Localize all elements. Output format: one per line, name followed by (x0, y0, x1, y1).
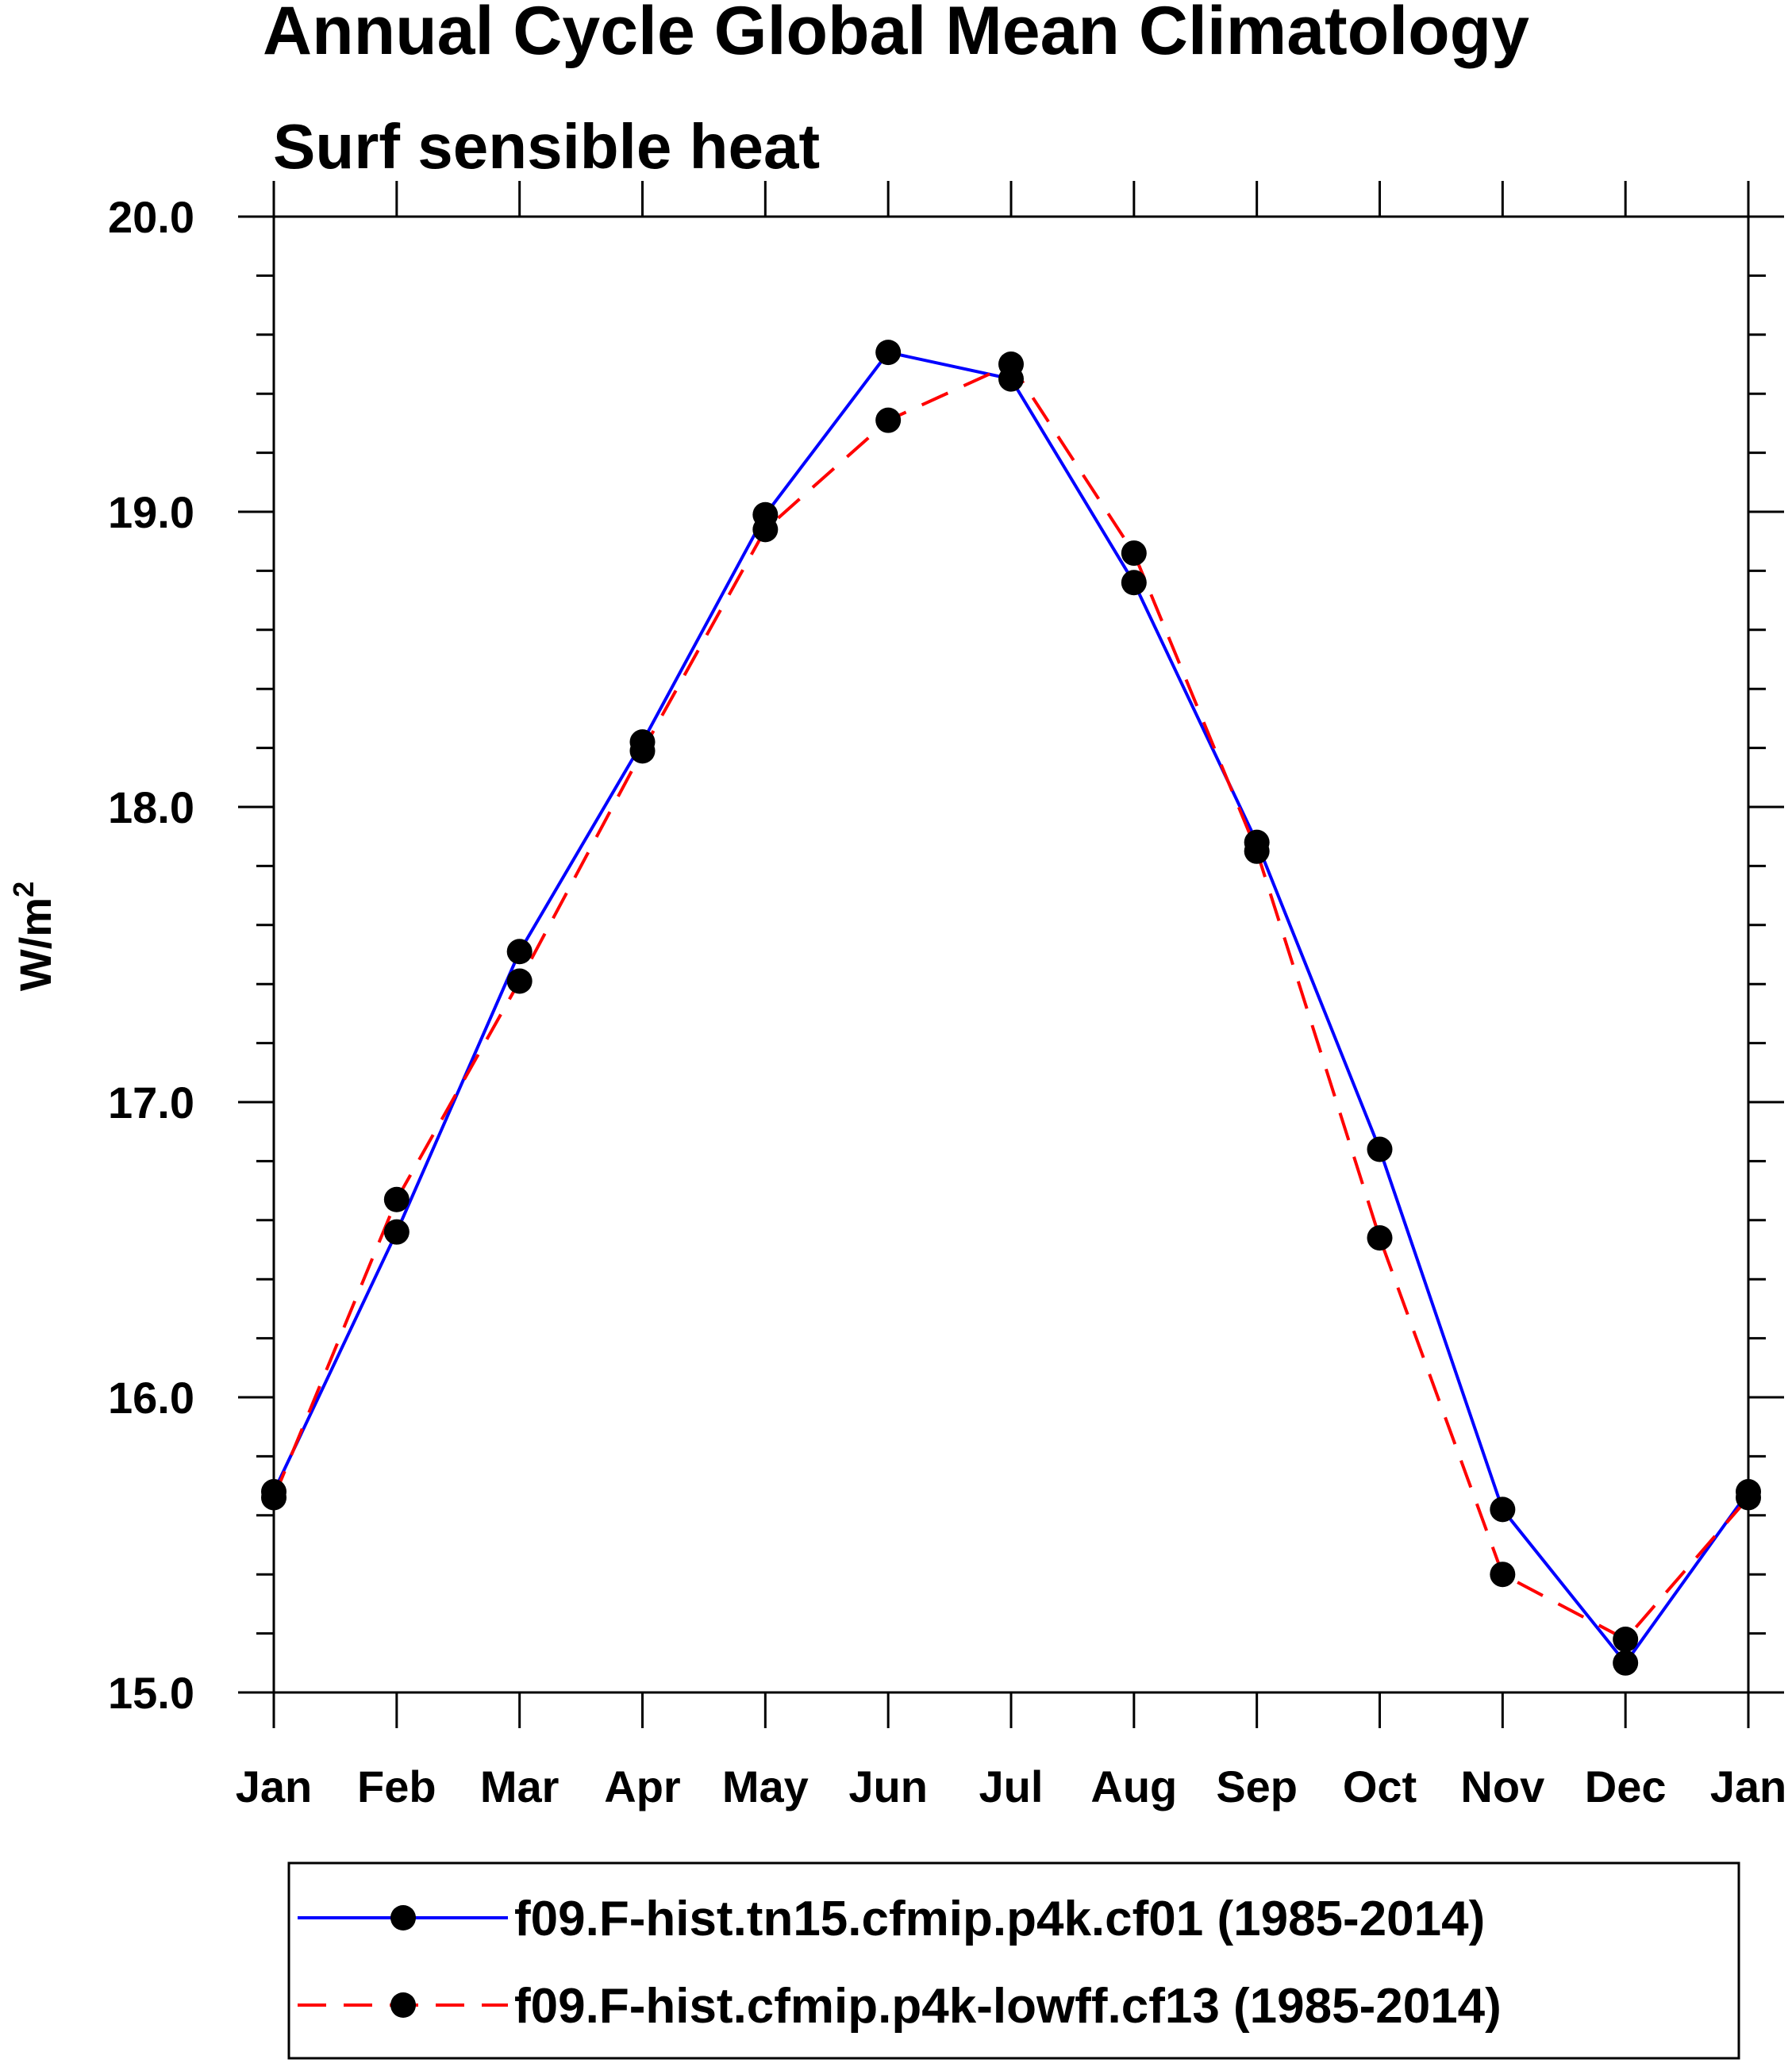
series-2-point-aug (1121, 540, 1147, 567)
x-tick-label: Feb (357, 1761, 436, 1811)
series-1-point-oct (1367, 1136, 1393, 1162)
axes (238, 181, 1784, 1728)
series-1-point-feb (383, 1219, 410, 1245)
series-1-point-dec (1613, 1650, 1639, 1676)
series-2-point-jun (875, 407, 902, 433)
series-2-point-jan (1736, 1485, 1761, 1511)
x-tick-label: May (722, 1761, 809, 1811)
series-1-point-mar (506, 939, 533, 965)
series-2-point-nov (1490, 1562, 1516, 1588)
x-tick-label: Jan (236, 1761, 313, 1811)
x-tick-label: Jan (1710, 1761, 1787, 1811)
y-tick-label: 20.0 (108, 192, 194, 242)
legend: f09.F-hist.tn15.cfmip.p4k.cf01 (1985-201… (287, 1861, 1740, 2060)
x-tick-label: Jul (979, 1761, 1044, 1811)
y-tick-label: 15.0 (108, 1668, 194, 1718)
series-2-point-jul (998, 352, 1024, 377)
y-axis-label-superscript: 2 (7, 882, 40, 897)
y-tick-label: 17.0 (108, 1078, 194, 1128)
series-1-point-nov (1490, 1496, 1516, 1523)
chart-subtitle: Surf sensible heat (273, 111, 820, 182)
chart-title: Annual Cycle Global Mean Climatology (263, 0, 1529, 69)
legend-marker-series-1 (390, 1905, 416, 1930)
legend-label-series-2: f09.F-hist.cfmip.p4k-lowff.cf13 (1985-20… (514, 1979, 1502, 2034)
series-2-point-mar (506, 968, 533, 994)
x-tick-label: Dec (1585, 1761, 1667, 1811)
tick-labels: 15.0 16.0 17.0 18.0 19.0 20.0 Jan Feb Mar Apr May J… (108, 192, 1786, 1811)
y-tick-label: 18.0 (108, 782, 194, 832)
series-1-point-aug (1121, 570, 1147, 596)
y-tick-label: 19.0 (108, 487, 194, 537)
series-1-point-jun (875, 340, 902, 366)
series-layer (261, 340, 1761, 1676)
x-tick-label: Mar (480, 1761, 560, 1811)
y-tick-label: 16.0 (108, 1373, 194, 1423)
series-line-2 (272, 363, 1750, 1641)
series-2-point-apr (629, 738, 656, 764)
x-tick-label: Aug (1090, 1761, 1177, 1811)
legend-marker-series-2 (390, 1992, 416, 2018)
series-2-point-sep (1244, 838, 1270, 864)
x-tick-label: Apr (604, 1761, 680, 1811)
x-tick-label: Sep (1216, 1761, 1298, 1811)
y-axis-label-text: W/m (10, 897, 60, 991)
series-2-point-may (752, 517, 779, 543)
y-axis-label: W/m2 (7, 882, 60, 991)
x-tick-label: Jun (848, 1761, 928, 1811)
x-tick-label: Nov (1460, 1761, 1544, 1811)
series-line-1 (272, 351, 1750, 1665)
series-2-point-oct (1367, 1225, 1393, 1251)
plot-frame (272, 215, 1750, 1694)
legend-label-series-1: f09.F-hist.tn15.cfmip.p4k.cf01 (1985-201… (514, 1892, 1485, 1946)
x-tick-label: Oct (1343, 1761, 1417, 1811)
legend-box (287, 1861, 1740, 2060)
series-2-point-jan (261, 1485, 286, 1511)
series-2-point-dec (1613, 1627, 1639, 1653)
series-2-point-feb (383, 1186, 410, 1212)
